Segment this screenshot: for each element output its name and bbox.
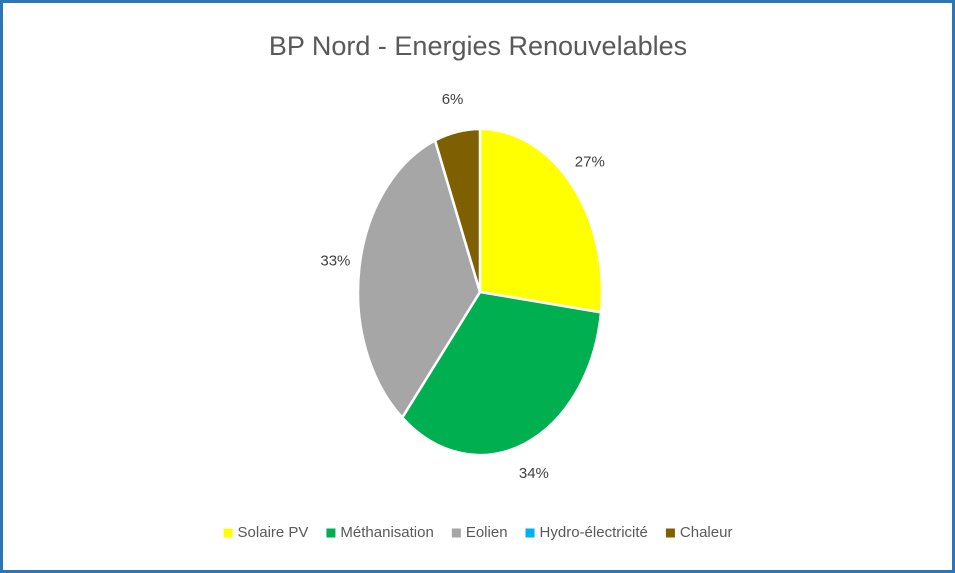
pie-slice [433,127,482,293]
data-label: 27% [575,154,605,171]
legend-label: Hydro-électricité [540,524,648,541]
pie-slice [356,138,482,420]
chart-title: BP Nord - Energies Renouvelables [269,31,687,61]
legend-swatch [223,528,233,538]
legend-swatch [451,528,461,538]
legend-label: Eolien [466,524,508,541]
data-label: 34% [519,465,549,482]
legend-swatch [665,528,675,538]
legend-swatch [326,528,336,538]
data-label: 6% [442,91,464,108]
pie-slice [478,127,604,314]
pie-slice [400,290,603,457]
data-label: 33% [320,252,350,269]
legend-label: Chaleur [680,524,733,541]
legend-swatch [525,528,535,538]
legend-label: Méthanisation [340,524,433,541]
legend-label: Solaire PV [238,524,309,541]
